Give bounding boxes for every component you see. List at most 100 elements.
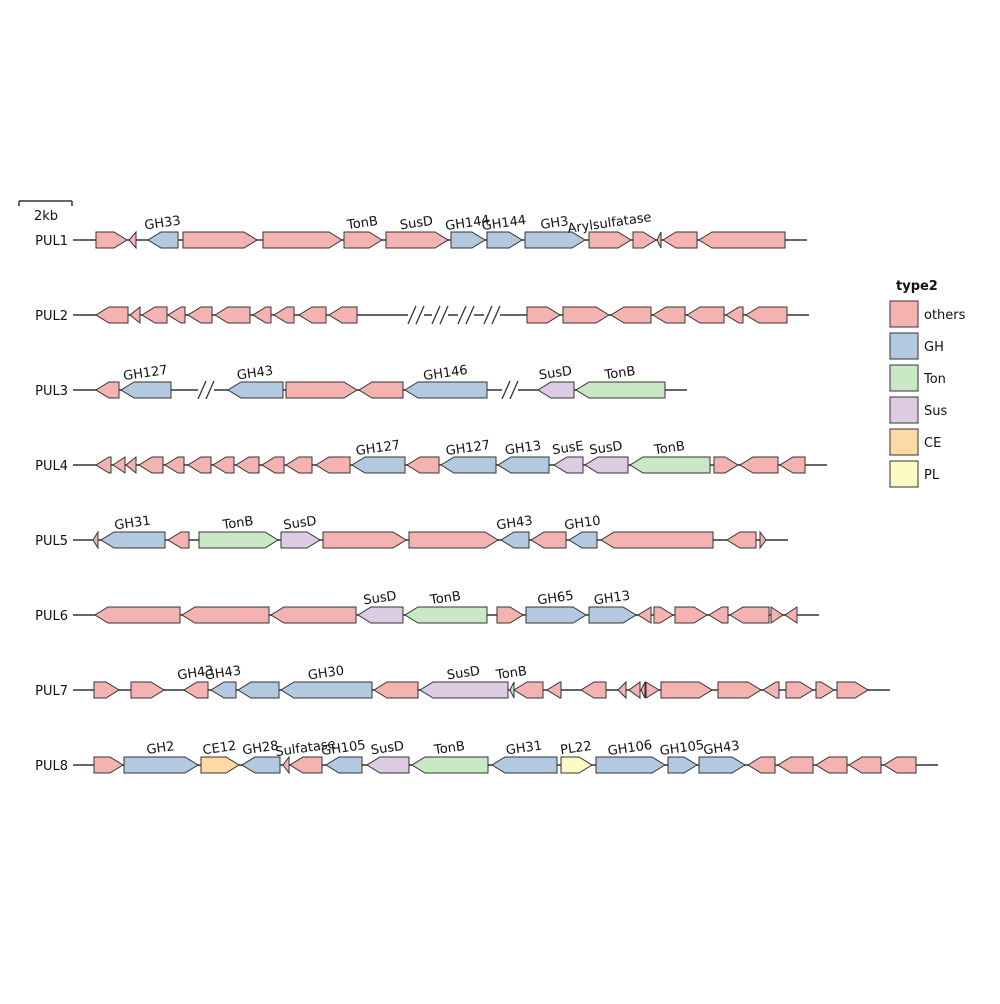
- locus-name: PUL2: [35, 309, 68, 324]
- gene-label: GH13: [504, 439, 542, 459]
- gene-arrow-others: [282, 755, 290, 775]
- gene-label: PL22: [559, 739, 592, 758]
- gene-arrow-others: [373, 681, 419, 699]
- gene-arrow-others: [95, 381, 120, 399]
- gene-arrow-others: [784, 606, 798, 624]
- gene-arrow-others: [358, 381, 404, 399]
- gene-arrow-others: [729, 606, 770, 624]
- gene-label: GH31: [505, 739, 543, 759]
- gene-arrow-others: [836, 681, 869, 699]
- gene-label: GH28: [241, 739, 279, 759]
- gene-arrow-sus: [357, 606, 404, 624]
- gene-arrow-gh: [524, 231, 586, 249]
- gene-arrow-gh: [497, 456, 550, 474]
- gene-label: SusD: [446, 664, 481, 683]
- gene-arrow-gh: [227, 381, 284, 399]
- locus-name: PUL4: [35, 459, 68, 474]
- locus-pul4: PUL4 GH127 GH127 GH13 SusE SusD TonB: [35, 438, 827, 475]
- gene-arrow-others: [328, 306, 358, 324]
- break-mark: [439, 305, 449, 325]
- legend-label-others: others: [924, 308, 966, 323]
- gene-arrow-gh: [241, 756, 281, 774]
- gene-label: TonB: [345, 214, 379, 233]
- gene-arrow-gh: [595, 756, 666, 774]
- gene-arrow-others: [770, 606, 784, 624]
- gene-arrow-ton: [198, 531, 279, 549]
- gene-arrow-others: [530, 531, 567, 549]
- gene-arrow-others: [164, 456, 185, 474]
- legend: type2 others GH Ton Sus CE PL: [889, 279, 966, 488]
- gene-arrow-others: [181, 606, 270, 624]
- locus-pul5: PUL5 GH31 TonB SusD GH43 GH10: [35, 514, 788, 550]
- break-mark: [205, 380, 215, 400]
- legend-label-ton: Ton: [923, 372, 946, 387]
- break-mark: [491, 305, 501, 325]
- gene-arrow-gh: [486, 231, 523, 249]
- locus-pul2: PUL2: [35, 305, 809, 325]
- gene-label: GH127: [122, 363, 168, 384]
- gene-arrow-others: [212, 456, 235, 474]
- gene-arrow-others: [270, 606, 357, 624]
- gene-arrow-others: [261, 456, 285, 474]
- gene-arrow-others: [182, 231, 258, 249]
- gene-arrow-others: [273, 306, 295, 324]
- break-gap: [502, 387, 518, 393]
- gene-arrow-gh: [351, 456, 406, 474]
- gene-label: TonB: [494, 664, 528, 683]
- gene-label: GH43: [204, 664, 242, 684]
- gene-label: SusD: [282, 514, 317, 533]
- gene-arrow-others: [252, 306, 272, 324]
- gene-label: GH43: [176, 664, 214, 684]
- gene-arrow-others: [235, 456, 260, 474]
- gene-label: SusD: [370, 739, 405, 758]
- gene-arrow-gh: [123, 756, 199, 774]
- legend-swatch-ton: [889, 364, 919, 392]
- gene-arrow-others: [93, 681, 120, 699]
- gene-label: TonB: [221, 514, 255, 533]
- gene-arrow-others: [167, 531, 190, 549]
- gene-arrow-others: [686, 306, 725, 324]
- break-gap: [408, 312, 424, 318]
- gene-arrow-others: [94, 606, 181, 624]
- gene-arrow-others: [698, 231, 786, 249]
- gene-arrow-sus: [537, 381, 575, 399]
- scale-bar: 2kb: [18, 200, 73, 224]
- gene-label: GH30: [307, 664, 345, 684]
- gene-label: GH43: [236, 364, 274, 384]
- gene-arrow-others: [640, 681, 646, 699]
- legend-label-sus: Sus: [924, 404, 947, 419]
- gene-arrow-pl: [560, 756, 593, 774]
- gene-arrow-gh: [491, 756, 558, 774]
- gene-arrow-others: [138, 456, 164, 474]
- gene-arrow-others: [717, 681, 762, 699]
- gene-label: GH3: [540, 214, 570, 233]
- gene-label: SusD: [588, 439, 623, 458]
- locus-pul3: PUL3 GH127 GH43 GH146 SusD TonB: [35, 363, 687, 400]
- gene-label: GH65: [536, 589, 574, 609]
- gene-arrow-others: [93, 756, 124, 774]
- break-gap: [432, 312, 448, 318]
- gene-label: GH43: [702, 739, 740, 759]
- gene-arrow-others: [129, 305, 141, 325]
- gene-arrow-others: [141, 306, 168, 324]
- gene-arrow-others: [883, 756, 917, 774]
- legend-swatch-sus: [889, 396, 919, 424]
- gene-arrow-others: [262, 231, 343, 249]
- gene-arrow-others: [726, 531, 757, 549]
- gene-label: TonB: [652, 439, 686, 458]
- gene-arrow-others: [496, 606, 524, 624]
- gene-arrow-others: [406, 456, 440, 474]
- break-gap: [484, 312, 500, 318]
- gene-label: GH127: [445, 438, 491, 459]
- gene-arrow-others: [130, 681, 165, 699]
- gene-label: SusE: [551, 439, 584, 458]
- legend-swatch-ce: [889, 428, 919, 456]
- gene-arrow-others: [713, 456, 739, 474]
- gene-label: TonB: [603, 364, 637, 383]
- break-mark: [483, 305, 493, 325]
- gene-arrow-others: [652, 306, 686, 324]
- gene-arrow-gh: [450, 231, 486, 249]
- gene-arrow-others: [588, 231, 632, 249]
